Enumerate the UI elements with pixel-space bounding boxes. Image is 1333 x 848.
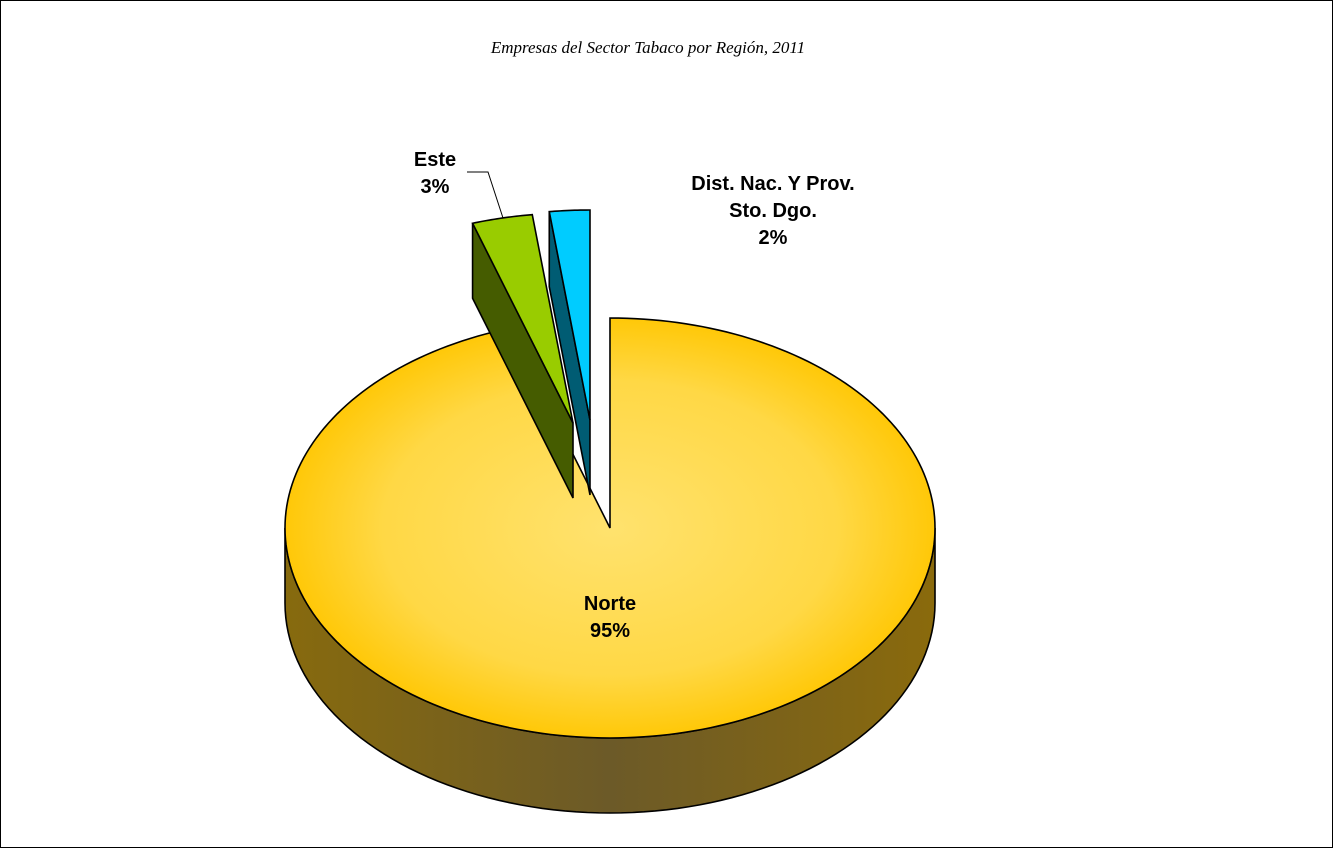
- slice-name-este: Este: [413, 149, 457, 171]
- slice-name-norte: Norte: [583, 593, 637, 615]
- slice-top-norte: [284, 317, 936, 739]
- slice-percent-este: 3%: [420, 176, 450, 198]
- slice-name-distrito-line1: Dist. Nac. Y Prov.: [691, 173, 855, 195]
- slice-name-distrito-line2: Sto. Dgo.: [729, 200, 817, 222]
- leader-line-este: [467, 171, 504, 219]
- slice-percent-norte: 95%: [589, 620, 631, 642]
- slice-label-este: Este 3%: [395, 147, 475, 201]
- slice-top-distrito: [548, 209, 591, 421]
- slice-percent-distrito: 2%: [758, 227, 788, 249]
- slice-label-distrito: Dist. Nac. Y Prov. Sto. Dgo. 2%: [648, 171, 898, 252]
- chart-title: Empresas del Sector Tabaco por Región, 2…: [490, 38, 806, 57]
- slice-label-norte: Norte 95%: [560, 591, 660, 645]
